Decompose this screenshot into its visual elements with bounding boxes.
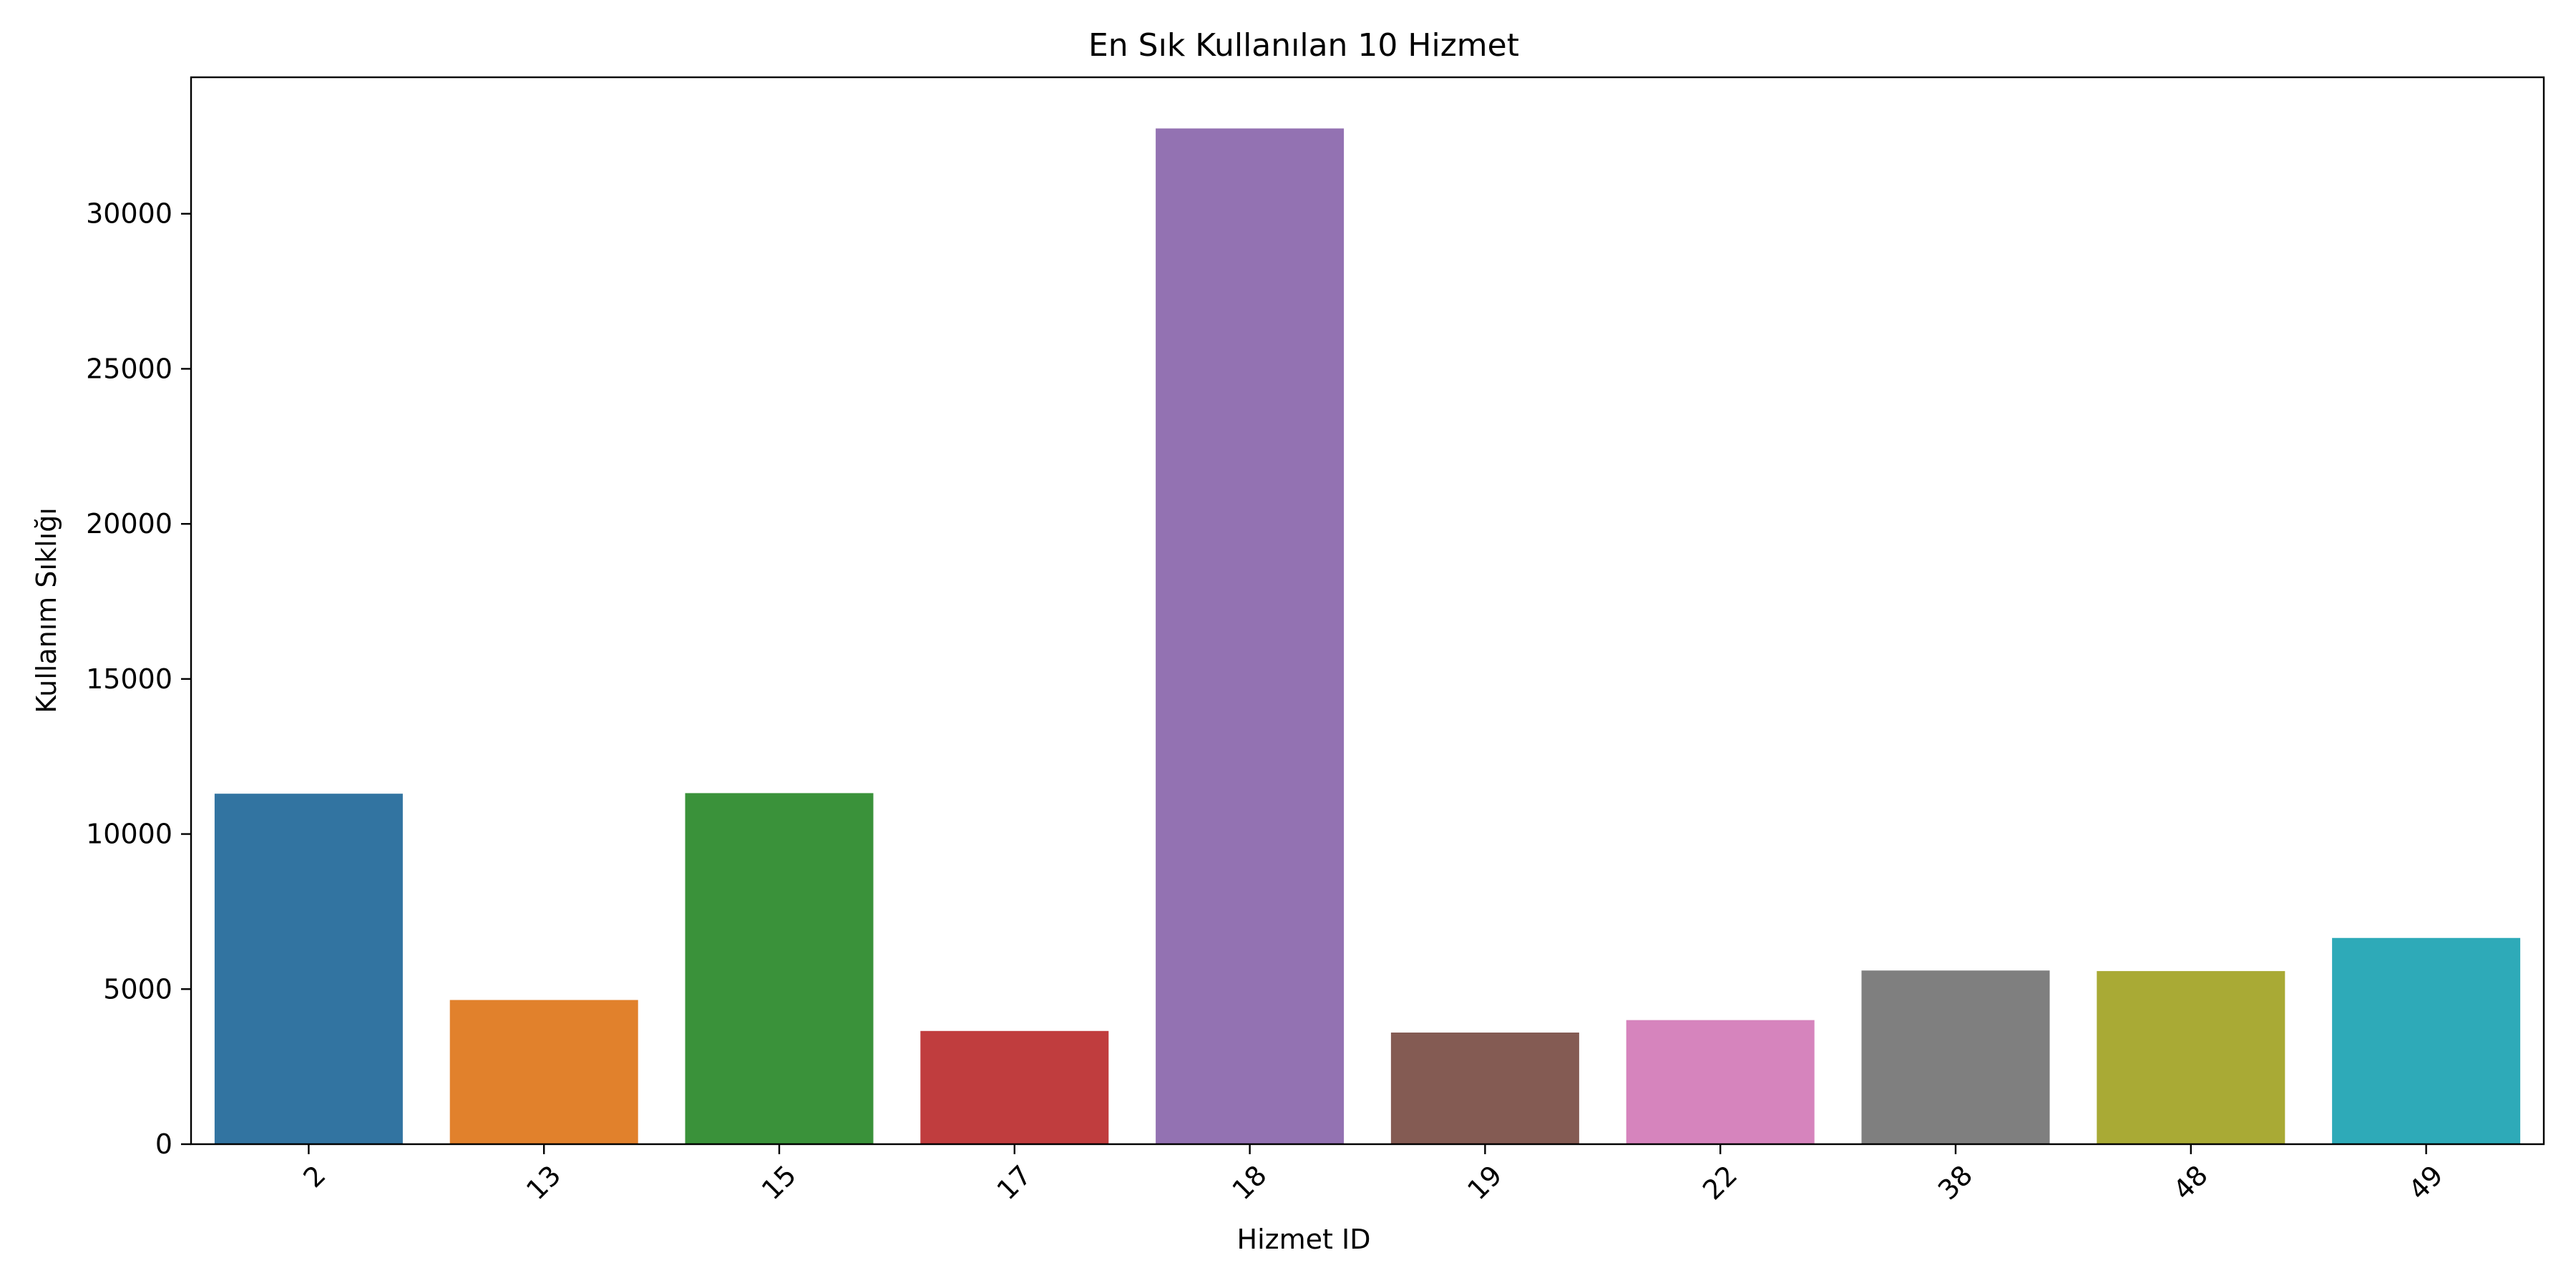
y-tick-label: 20000 <box>86 508 172 540</box>
axes-frame <box>190 76 2545 1146</box>
bar-49 <box>2332 937 2521 1144</box>
bar-15 <box>685 793 874 1144</box>
y-tick-label: 10000 <box>86 819 172 850</box>
bar-19 <box>1390 1033 1579 1144</box>
y-tick-label: 15000 <box>86 663 172 695</box>
bar-18 <box>1156 128 1345 1144</box>
bar-17 <box>920 1030 1109 1144</box>
y-axis-label: Kullanım Sıklığı <box>31 507 62 713</box>
y-tick-label: 5000 <box>103 973 172 1005</box>
bar-13 <box>449 1000 638 1144</box>
y-tick-label: 30000 <box>86 198 172 230</box>
x-axis-label: Hizmet ID <box>1237 1224 1371 1255</box>
y-tick-label: 0 <box>155 1128 172 1160</box>
bar-22 <box>1626 1020 1815 1144</box>
y-tick-label: 25000 <box>86 353 172 384</box>
bar-48 <box>2097 971 2285 1144</box>
chart-title: En Sık Kullanılan 10 Hizmet <box>1088 27 1519 64</box>
bar-38 <box>1861 970 2050 1144</box>
bar-2 <box>214 794 403 1144</box>
